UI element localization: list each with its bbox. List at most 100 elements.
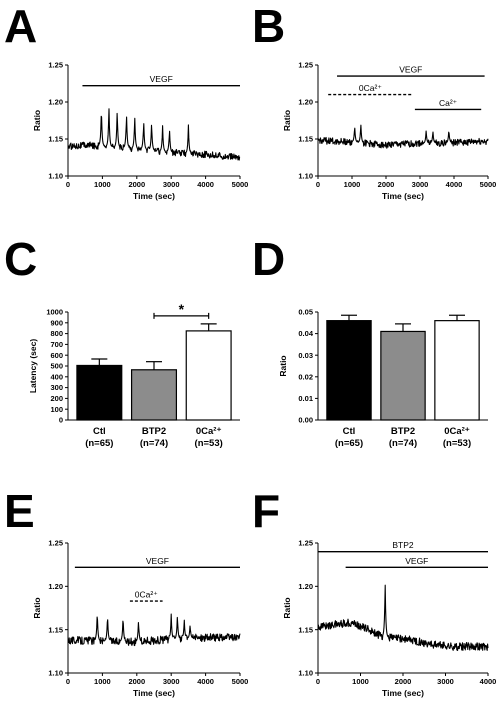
- annotation-label: VEGF: [146, 556, 169, 566]
- x-tick-label: 2000: [378, 180, 395, 189]
- count-label: (n=65): [335, 438, 363, 449]
- x-tick-label: 3000: [437, 677, 454, 686]
- bar: [326, 320, 372, 421]
- y-axis-label: Latency (sec): [28, 339, 38, 393]
- panel-c: C 0 100 200 300 400 500 600 700 800 900 1000 Latenc…: [0, 234, 250, 468]
- count-label: (n=74): [389, 438, 417, 449]
- y-tick-label: 1.25: [298, 539, 313, 548]
- annotation-label: 0Ca²⁺: [359, 83, 382, 93]
- x-tick-label: 2000: [395, 677, 412, 686]
- y-tick-label: 900: [50, 318, 63, 327]
- x-axis-label: Time (sec): [382, 688, 424, 698]
- panel-f: F 1.10 1.15 1.20 1.25 0 1000 2000 3000 4000 Time …: [250, 468, 500, 702]
- category-label: 0Ca²⁺: [196, 426, 222, 437]
- trace-line: [317, 584, 489, 652]
- y-tick-label: 1.15: [48, 135, 63, 144]
- count-label: (n=65): [85, 438, 113, 449]
- y-tick-label: 1.15: [298, 625, 313, 634]
- y-tick-label: 600: [50, 351, 63, 360]
- y-axis-label: Ratio: [282, 110, 292, 131]
- significance-label: *: [179, 301, 185, 317]
- x-tick-label: 5000: [232, 180, 249, 189]
- y-tick-label: 1.25: [48, 539, 63, 548]
- x-tick-label: 1000: [352, 677, 369, 686]
- panel-e: E 1.10 1.15 1.20 1.25 0 1000 2000 3000 4000 5000 T…: [0, 468, 250, 702]
- trace-chart-f: 1.10 1.15 1.20 1.25 0 1000 2000 3000 4000 Time (s…: [282, 539, 497, 698]
- x-tick-label: 5000: [232, 677, 249, 686]
- x-tick-label: 1000: [344, 180, 361, 189]
- x-tick-label: 1000: [94, 180, 111, 189]
- x-tick-label: 0: [316, 677, 320, 686]
- panel-letter: C: [4, 233, 38, 285]
- y-tick-label: 1.10: [48, 669, 63, 678]
- y-tick-label: 0.05: [298, 308, 313, 317]
- x-tick-label: 4000: [197, 677, 214, 686]
- y-tick-label: 1.20: [298, 582, 313, 591]
- bar: [130, 369, 178, 421]
- y-tick-label: 1.25: [298, 61, 313, 70]
- bar: [380, 330, 426, 421]
- y-tick-label: 300: [50, 383, 63, 392]
- count-label: (n=53): [195, 438, 223, 449]
- y-tick-label: 1000: [46, 308, 63, 317]
- y-tick-label: 100: [50, 405, 63, 414]
- y-tick-label: 1.15: [298, 135, 313, 144]
- y-tick-label: 1.10: [48, 172, 63, 181]
- x-tick-label: 2000: [128, 180, 145, 189]
- y-tick-label: 1.10: [298, 172, 313, 181]
- count-label: (n=53): [443, 438, 471, 449]
- trace-line: [67, 108, 241, 161]
- trace-chart-a: 1.10 1.15 1.20 1.25 0 1000 2000 3000 4000 5000 Tim…: [32, 61, 249, 201]
- y-tick-label: 1.10: [298, 669, 313, 678]
- annotation-label: VEGF: [150, 74, 173, 84]
- x-tick-label: 3000: [163, 677, 180, 686]
- y-tick-label: 1.15: [48, 625, 63, 634]
- panel-a: A 1.10 1.15 1.20 1.25 0 1000 2000 3000 4000 5000 T…: [0, 0, 250, 234]
- panel-letter: B: [252, 0, 286, 52]
- y-tick-label: 700: [50, 340, 63, 349]
- count-label: (n=74): [140, 438, 168, 449]
- trace-line: [317, 124, 489, 149]
- x-tick-label: 0: [316, 180, 320, 189]
- bar: [185, 330, 232, 421]
- y-tick-label: 0.03: [298, 351, 313, 360]
- annotation-label: VEGF: [405, 556, 428, 566]
- y-axis-label: Ratio: [32, 110, 42, 131]
- panel-d: D 0.00 0.01 0.02 0.03 0.04 0.05 Ratio Ctl (n=65)…: [250, 234, 500, 468]
- panel-letter: E: [4, 485, 35, 537]
- x-tick-label: 0: [66, 677, 70, 686]
- y-tick-label: 1.20: [48, 582, 63, 591]
- x-tick-label: 2000: [128, 677, 145, 686]
- bar-chart-d: 0.00 0.01 0.02 0.03 0.04 0.05 Ratio Ctl(n=65) BT…: [278, 308, 488, 449]
- x-tick-label: 3000: [163, 180, 180, 189]
- y-axis-label: Ratio: [32, 597, 42, 618]
- category-label: 0Ca²⁺: [444, 426, 470, 437]
- x-tick-label: 1000: [94, 677, 111, 686]
- y-tick-label: 1.20: [48, 98, 63, 107]
- y-axis-label: Ratio: [282, 597, 292, 618]
- y-tick-label: 800: [50, 329, 63, 338]
- y-tick-label: 0: [59, 416, 63, 425]
- y-tick-label: 0.01: [298, 394, 313, 403]
- y-tick-label: 0.00: [298, 416, 313, 425]
- y-tick-label: 1.20: [298, 98, 313, 107]
- x-tick-label: 5000: [480, 180, 497, 189]
- category-label: BTP2: [391, 426, 415, 437]
- x-tick-label: 4000: [197, 180, 214, 189]
- annotation-label: BTP2: [392, 540, 414, 550]
- category-label: BTP2: [142, 426, 166, 437]
- bar: [434, 320, 480, 421]
- panel-letter: A: [4, 0, 38, 52]
- x-tick-label: 4000: [480, 677, 497, 686]
- annotation-label: VEGF: [399, 65, 422, 75]
- y-tick-label: 400: [50, 372, 63, 381]
- y-tick-label: 0.04: [298, 329, 313, 338]
- panel-letter: F: [252, 485, 281, 537]
- trace-chart-b: 1.10 1.15 1.20 1.25 0 1000 2000 3000 4000 5000 Tim…: [282, 61, 497, 201]
- panel-letter: D: [252, 233, 286, 285]
- trace-line: [67, 613, 241, 647]
- x-tick-label: 4000: [446, 180, 463, 189]
- x-axis-label: Time (sec): [133, 191, 175, 201]
- annotation-label: Ca²⁺: [439, 98, 458, 108]
- y-tick-label: 0.02: [298, 372, 313, 381]
